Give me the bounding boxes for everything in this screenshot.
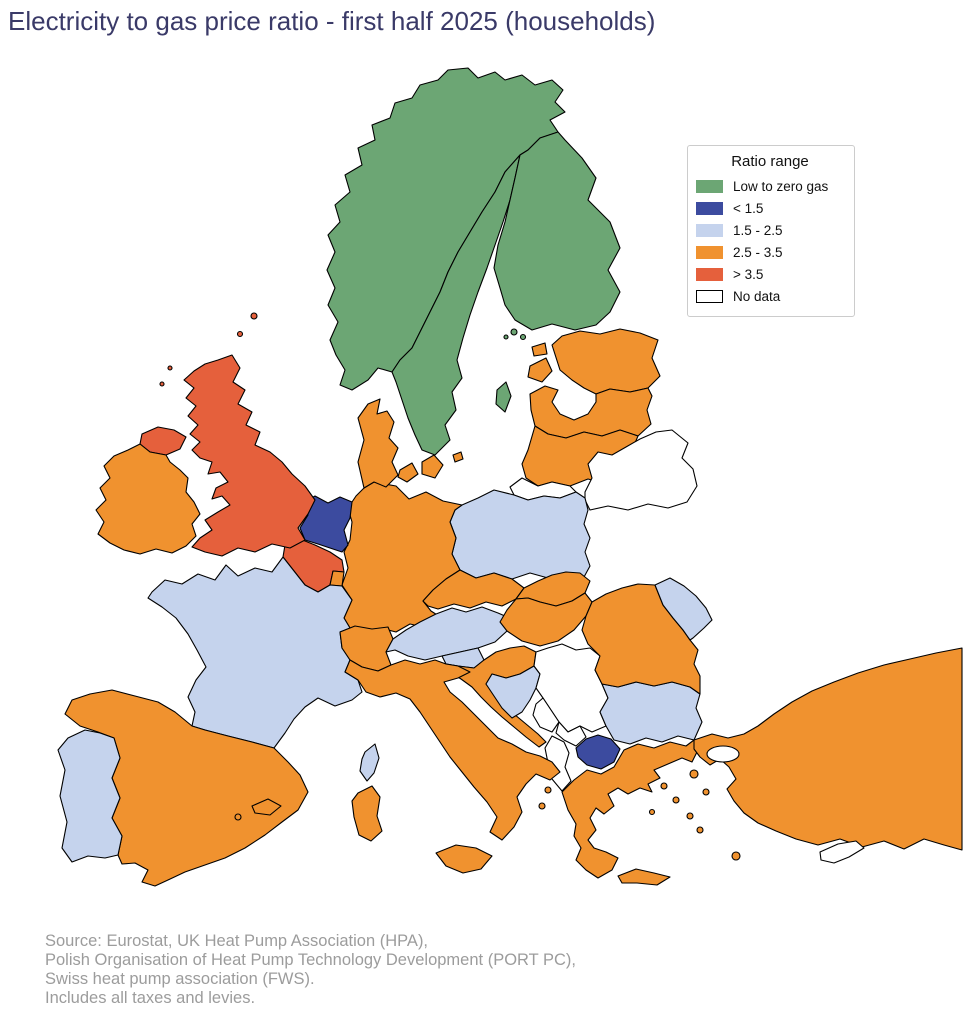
island-chios: [702, 788, 710, 796]
country-bulgaria: [599, 681, 703, 745]
country-luxembourg: [329, 570, 345, 587]
island-mallorca: [251, 798, 282, 816]
legend-label: > 3.5: [733, 266, 764, 282]
legend-label: < 1.5: [733, 200, 764, 216]
island-orkney: [236, 330, 244, 338]
island-crete: [617, 868, 671, 886]
island-sardinia: [351, 785, 383, 842]
island-funen: [397, 462, 419, 483]
country-kosovo: [555, 721, 587, 747]
country-greece: [561, 739, 699, 879]
country-spain: [64, 689, 309, 887]
legend-label: 2.5 - 3.5: [733, 244, 783, 260]
island-gotland: [495, 381, 512, 413]
page-title: Electricity to gas price ratio - first h…: [8, 6, 656, 36]
legend-swatch-no-data: [696, 289, 723, 303]
country-italy: [344, 659, 561, 841]
legend-swatch-low-to-zero-gas: [696, 179, 723, 193]
island-hebrides-2: [159, 381, 165, 387]
island-saaremaa: [527, 357, 553, 383]
island-shetland: [250, 312, 258, 320]
legend-swatch-1-5-2-5: [696, 223, 723, 237]
legend-swatch-2-5-3-5: [696, 245, 723, 259]
legend-row-1-5-2-5: 1.5 - 2.5: [696, 219, 844, 241]
source-line: Source: Eurostat, UK Heat Pump Associati…: [45, 932, 429, 950]
legend-row-gt-3-5: > 3.5: [696, 263, 844, 285]
country-poland: [449, 489, 591, 580]
legend-row-low-to-zero-gas: Low to zero gas: [696, 175, 844, 197]
legend: Ratio range Low to zero gas < 1.5 1.5 - …: [687, 145, 855, 317]
island-aland-2: [519, 333, 527, 341]
country-belarus: [584, 429, 698, 511]
island-hebrides-1: [167, 365, 173, 371]
source-line: Includes all taxes and levies.: [45, 989, 256, 1007]
country-sweden: [391, 154, 521, 456]
country-albania: [544, 735, 572, 792]
source-attribution: Source: Eurostat, UK Heat Pump Associati…: [45, 932, 576, 1008]
legend-row-no-data: No data: [696, 285, 844, 307]
island-aegean-3: [686, 812, 694, 820]
country-denmark: [357, 398, 399, 489]
island-aland-3: [503, 334, 509, 340]
country-finland: [493, 131, 621, 331]
island-zealand: [421, 454, 444, 479]
island-rhodes: [731, 851, 741, 861]
legend-swatch-lt-1-5: [696, 201, 723, 215]
island-hiiumaa: [531, 342, 548, 357]
island-ionian-2: [538, 802, 546, 810]
source-line: Polish Organisation of Heat Pump Technol…: [45, 951, 577, 969]
country-turkey: [693, 647, 963, 851]
island-aland: [510, 328, 518, 336]
source-line: Swiss heat pump association (FWS).: [45, 970, 315, 988]
island-ibiza: [234, 813, 242, 821]
country-portugal: [57, 729, 123, 863]
island-lesbos: [689, 769, 699, 779]
legend-row-2-5-3-5: 2.5 - 3.5: [696, 241, 844, 263]
legend-label: No data: [733, 288, 781, 304]
legend-label: 1.5 - 2.5: [733, 222, 783, 238]
country-montenegro: [532, 697, 560, 733]
legend-swatch-gt-3-5: [696, 267, 723, 281]
island-bornholm: [452, 451, 464, 463]
country-hungary: [499, 592, 593, 647]
country-cyprus: [819, 840, 865, 864]
island-sicily: [435, 844, 493, 874]
country-estonia: [551, 328, 661, 395]
country-north-macedonia: [575, 734, 621, 770]
country-moldova: [654, 577, 713, 641]
legend-label: Low to zero gas: [733, 178, 829, 194]
island-ionian-1: [544, 786, 552, 794]
island-aegean-1: [660, 782, 668, 790]
legend-row-lt-1-5: < 1.5: [696, 197, 844, 219]
country-latvia: [529, 385, 653, 439]
sea-of-marmara: [706, 745, 740, 763]
island-corsica: [359, 743, 380, 782]
legend-title: Ratio range: [731, 153, 809, 170]
country-great-britain: [183, 354, 316, 557]
island-aegean-5: [648, 808, 656, 816]
country-switzerland: [339, 625, 394, 672]
island-aegean-4: [696, 826, 704, 834]
country-ireland: [95, 443, 201, 555]
island-aegean-2: [672, 796, 680, 804]
